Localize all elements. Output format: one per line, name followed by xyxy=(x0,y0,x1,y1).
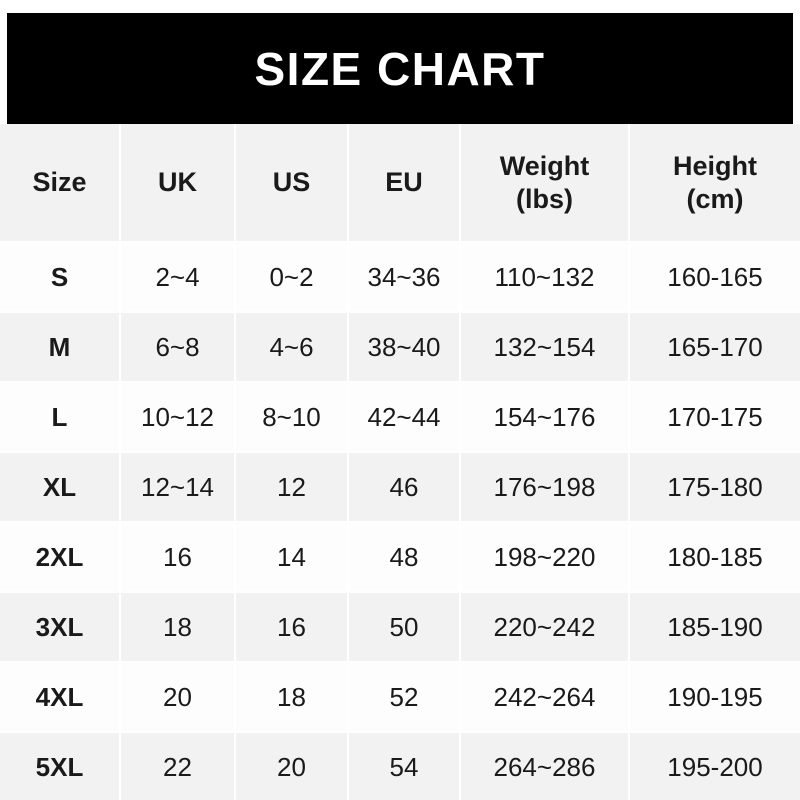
table-row: S 2~4 0~2 34~36 110~132 160-165 xyxy=(0,242,800,313)
cell-us: 8~10 xyxy=(235,382,349,453)
column-header-us-label: US xyxy=(272,167,311,198)
table-row: 5XL 22 20 54 264~286 195-200 xyxy=(0,732,800,800)
cell-us: 4~6 xyxy=(235,312,349,383)
title-band: SIZE CHART xyxy=(7,13,793,124)
cell-size: 2XL xyxy=(0,522,121,593)
cell-weight: 110~132 xyxy=(460,242,630,313)
table-header: Size UK US EU Weight (lbs) Height (cm) xyxy=(0,124,800,243)
cell-height: 185-190 xyxy=(629,592,800,663)
cell-uk: 18 xyxy=(120,592,236,663)
cell-weight: 198~220 xyxy=(460,522,630,593)
cell-eu: 52 xyxy=(348,662,461,733)
cell-us: 0~2 xyxy=(235,242,349,313)
column-header-uk: UK xyxy=(120,124,236,243)
cell-us: 20 xyxy=(235,732,349,800)
cell-us: 16 xyxy=(235,592,349,663)
column-header-height-unit: (cm) xyxy=(686,183,744,214)
cell-uk: 12~14 xyxy=(120,452,236,523)
cell-weight: 154~176 xyxy=(460,382,630,453)
column-header-weight-label: Weight xyxy=(499,151,590,182)
cell-eu: 48 xyxy=(348,522,461,593)
cell-eu: 46 xyxy=(348,452,461,523)
cell-height: 160-165 xyxy=(629,242,800,313)
cell-uk: 20 xyxy=(120,662,236,733)
cell-eu: 42~44 xyxy=(348,382,461,453)
page-title: SIZE CHART xyxy=(254,42,546,95)
cell-weight: 132~154 xyxy=(460,312,630,383)
column-header-us: US xyxy=(235,124,349,243)
cell-size: XL xyxy=(0,452,121,523)
cell-height: 190-195 xyxy=(629,662,800,733)
cell-eu: 50 xyxy=(348,592,461,663)
cell-us: 14 xyxy=(235,522,349,593)
table-row: L 10~12 8~10 42~44 154~176 170-175 xyxy=(0,382,800,453)
cell-height: 180-185 xyxy=(629,522,800,593)
table-body: S 2~4 0~2 34~36 110~132 160-165 M 6~8 4~… xyxy=(0,242,800,800)
column-header-height: Height (cm) xyxy=(629,124,800,243)
column-header-height-label: Height xyxy=(673,151,757,182)
cell-weight: 242~264 xyxy=(460,662,630,733)
column-header-weight-unit: (lbs) xyxy=(516,183,573,214)
column-header-eu-label: EU xyxy=(385,167,423,198)
column-header-weight: Weight (lbs) xyxy=(460,124,630,243)
cell-us: 18 xyxy=(235,662,349,733)
cell-eu: 38~40 xyxy=(348,312,461,383)
cell-uk: 6~8 xyxy=(120,312,236,383)
table-row: 3XL 18 16 50 220~242 185-190 xyxy=(0,592,800,663)
cell-height: 195-200 xyxy=(667,752,763,782)
cell-size: S xyxy=(0,242,121,313)
cell-size: L xyxy=(0,382,121,453)
cell-height: 175-180 xyxy=(629,452,800,523)
column-header-uk-label: UK xyxy=(158,167,197,198)
column-header-size: Size xyxy=(0,124,121,243)
table-row: XL 12~14 12 46 176~198 175-180 xyxy=(0,452,800,523)
cell-eu: 34~36 xyxy=(348,242,461,313)
cell-height: 165-170 xyxy=(629,312,800,383)
cell-us: 12 xyxy=(235,452,349,523)
cell-size: M xyxy=(0,312,121,383)
cell-height: 170-175 xyxy=(629,382,800,453)
cell-weight: 176~198 xyxy=(460,452,630,523)
table-header-row: Size UK US EU Weight (lbs) Height (cm) xyxy=(0,124,800,243)
cell-eu: 54 xyxy=(348,732,461,800)
cell-weight: 264~286 xyxy=(460,732,630,800)
column-header-eu: EU xyxy=(348,124,461,243)
cell-uk: 10~12 xyxy=(120,382,236,453)
cell-uk: 16 xyxy=(120,522,236,593)
table-row: 4XL 20 18 52 242~264 190-195 xyxy=(0,662,800,733)
cell-size: 5XL xyxy=(0,732,121,800)
table-row: 2XL 16 14 48 198~220 180-185 xyxy=(0,522,800,593)
size-chart-table: Size UK US EU Weight (lbs) Height (cm) xyxy=(0,124,800,800)
table-row: M 6~8 4~6 38~40 132~154 165-170 xyxy=(0,312,800,383)
cell-size: 3XL xyxy=(0,592,121,663)
cell-size: 4XL xyxy=(0,662,121,733)
column-header-size-label: Size xyxy=(32,167,87,198)
cell-uk: 2~4 xyxy=(120,242,236,313)
cell-weight: 220~242 xyxy=(460,592,630,663)
cell-uk: 22 xyxy=(120,732,236,800)
